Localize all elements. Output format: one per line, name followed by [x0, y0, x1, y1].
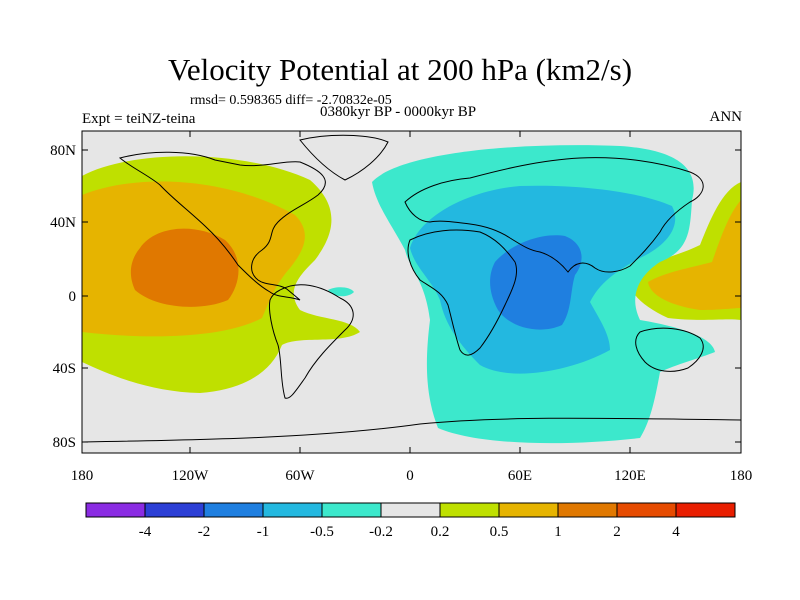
map-frame [81, 130, 742, 454]
colorbar-swatch [262, 502, 323, 518]
y-tick-label: 40N [50, 215, 76, 231]
x-tick-label: 180 [730, 468, 753, 484]
colorbar-label: 2 [613, 524, 621, 540]
colorbar-swatch [675, 502, 736, 518]
colorbar-label: 0.2 [431, 524, 450, 540]
colorbar-swatch [557, 502, 618, 518]
contour-fill-layer [82, 131, 741, 453]
colorbar-label: -0.5 [310, 524, 334, 540]
x-tick-label: 0 [406, 468, 414, 484]
colorbar-swatch [321, 502, 382, 518]
colorbar-label: 4 [672, 524, 680, 540]
colorbar-swatch [144, 502, 205, 518]
australia-coast [635, 327, 704, 372]
period-label: 0380kyr BP - 0000kyr BP [320, 104, 477, 120]
y-tick-label: 80S [53, 435, 76, 451]
africa-coast [407, 229, 518, 356]
colorbar-swatch [439, 502, 500, 518]
colorbar-label: -1 [257, 524, 270, 540]
north-america-coast [118, 151, 326, 301]
x-tick-label: 120E [614, 468, 646, 484]
colorbar-label: 0.5 [490, 524, 509, 540]
colorbar-swatch [498, 502, 559, 518]
greenland-coast [299, 134, 389, 181]
colorbar-swatch [616, 502, 677, 518]
x-axis-ticks [189, 131, 631, 453]
colorbar [85, 502, 736, 518]
positive-region-strong [130, 228, 239, 307]
colorbar-label: -4 [139, 524, 152, 540]
eurasia-coast [404, 157, 704, 273]
colorbar-swatch [203, 502, 264, 518]
south-america-coast [269, 284, 354, 399]
y-tick-label: 40S [53, 361, 76, 377]
positive-region-east-mid [648, 200, 741, 310]
y-tick-label: 0 [69, 289, 77, 305]
colorbar-label: -0.2 [369, 524, 393, 540]
colorbar-label: -2 [198, 524, 211, 540]
y-axis-ticks [82, 149, 741, 443]
y-tick-label: 80N [50, 143, 76, 159]
coastlines [82, 134, 741, 443]
antarctica-coast [82, 417, 741, 443]
x-tick-label: 60W [285, 468, 315, 484]
colorbar-swatch [380, 502, 441, 518]
colorbar-label: 1 [554, 524, 562, 540]
stats-string: rmsd= 0.598365 diff= -2.70832e-05 [190, 93, 392, 108]
colorbar-swatch [85, 502, 146, 518]
season-label: ANN [709, 109, 743, 125]
x-tick-label: 180 [71, 468, 94, 484]
x-tick-label: 120W [172, 468, 210, 484]
x-tick-label: 60E [508, 468, 532, 484]
experiment-label: Expt = teiNZ-teina [82, 111, 196, 127]
plot-title: Velocity Potential at 200 hPa (km2/s) [167, 52, 633, 87]
negative-region-light-patch [328, 287, 354, 297]
